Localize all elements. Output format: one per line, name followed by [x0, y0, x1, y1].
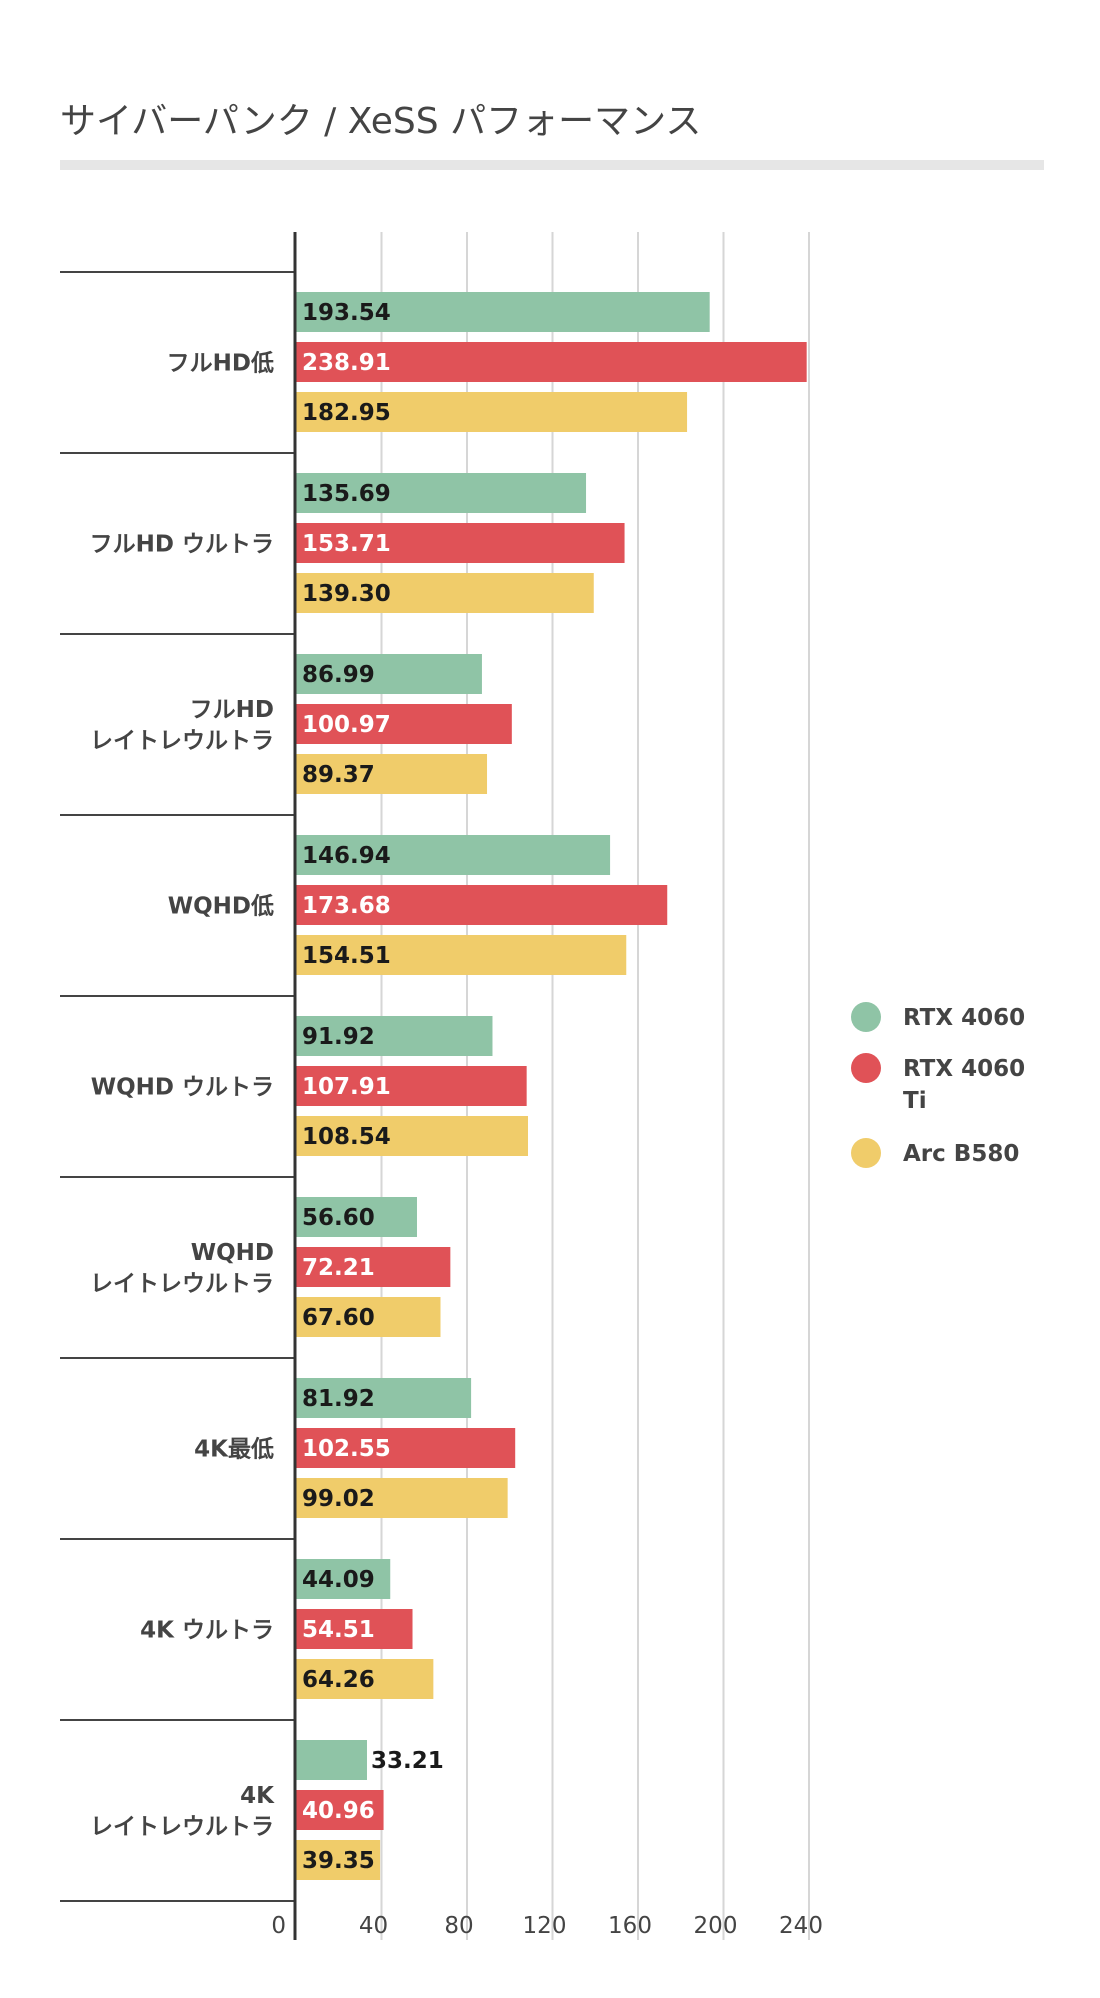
legend-label: RTX 4060: [903, 1056, 1025, 1082]
category-separators: [60, 271, 296, 1902]
category-label: レイトレウルトラ: [90, 1814, 274, 1840]
data-label: 67.60: [302, 1305, 375, 1331]
bar: [296, 292, 710, 332]
data-label: 64.26: [302, 1667, 375, 1693]
data-label: 81.92: [302, 1386, 375, 1412]
category-label: フルHD: [190, 697, 274, 723]
data-label: 173.68: [302, 893, 391, 919]
x-tick-label: 160: [608, 1913, 652, 1939]
bar: [296, 1559, 391, 1599]
bar: [296, 1740, 367, 1780]
legend-swatch: [851, 1002, 881, 1032]
bar: [296, 523, 625, 563]
category-label: WQHD低: [168, 894, 274, 920]
data-label: 182.95: [302, 400, 391, 426]
category-label: レイトレウルトラ: [90, 1271, 274, 1297]
category-label: 4K: [240, 1783, 275, 1809]
bar: [296, 1790, 384, 1830]
bar: [296, 1659, 434, 1699]
data-label: 107.91: [302, 1074, 391, 1100]
data-label: 89.37: [302, 762, 375, 788]
x-tick-labels: 0 40 80 120 160 200 240: [271, 1913, 823, 1939]
data-label: 54.51: [302, 1617, 375, 1643]
bar: [296, 1609, 413, 1649]
bar: [296, 473, 587, 513]
data-label: 39.35: [302, 1848, 375, 1874]
bar: [296, 1840, 381, 1880]
data-label: 99.02: [302, 1486, 375, 1512]
bar: [296, 573, 594, 613]
title-divider: [60, 160, 1044, 170]
legend-label: Arc B580: [903, 1141, 1019, 1167]
data-label: 102.55: [302, 1436, 391, 1462]
data-label: 33.21: [371, 1748, 444, 1774]
bar: [296, 1428, 516, 1468]
data-label: 86.99: [302, 662, 375, 688]
bars: 193.54 238.91 182.95 135.69 153.71 139.30 86.9…: [296, 292, 807, 1880]
data-label: 44.09: [302, 1567, 375, 1593]
data-label: 100.97: [302, 712, 391, 738]
bar: [296, 342, 807, 382]
legend-label: RTX 4060: [903, 1005, 1025, 1031]
data-label: 238.91: [302, 350, 391, 376]
category-label: WQHD ウルトラ: [91, 1075, 274, 1101]
data-label: 153.71: [302, 531, 391, 557]
legend: RTX 4060 RTX 4060 Ti Arc B580: [851, 1002, 1025, 1168]
bar: [296, 1116, 529, 1156]
data-label: 56.60: [302, 1205, 375, 1231]
data-label: 40.96: [302, 1798, 375, 1824]
data-label: 91.92: [302, 1024, 375, 1050]
bar: [296, 935, 627, 975]
data-label: 139.30: [302, 581, 391, 607]
x-tick-label: 240: [779, 1913, 823, 1939]
x-tick-label: 120: [523, 1913, 567, 1939]
legend-swatch: [851, 1053, 881, 1083]
category-label: レイトレウルトラ: [90, 728, 274, 754]
category-label: 4K ウルトラ: [140, 1618, 274, 1644]
bar: [296, 1247, 451, 1287]
data-label: 135.69: [302, 481, 391, 507]
category-label: 4K最低: [194, 1437, 274, 1463]
category-label: フルHD低: [167, 351, 274, 377]
data-label: 154.51: [302, 943, 391, 969]
bar: [296, 704, 512, 744]
bar: [296, 1478, 508, 1518]
data-label: 72.21: [302, 1255, 375, 1281]
legend-label: Ti: [903, 1088, 927, 1114]
data-label: 146.94: [302, 843, 391, 869]
bar: [296, 1378, 472, 1418]
bar: [296, 1016, 493, 1056]
bar: [296, 1297, 441, 1337]
data-label: 193.54: [302, 300, 391, 326]
bar: [296, 654, 482, 694]
bar: [296, 392, 688, 432]
bar: [296, 835, 611, 875]
x-tick-label: 40: [359, 1913, 388, 1939]
category-label: フルHD ウルトラ: [90, 532, 274, 558]
x-tick-label: 0: [271, 1913, 286, 1939]
bar: [296, 885, 668, 925]
bar: [296, 1197, 417, 1237]
bar: [296, 754, 488, 794]
x-tick-label: 200: [694, 1913, 738, 1939]
category-label: WQHD: [191, 1240, 274, 1266]
bar: [296, 1066, 527, 1106]
data-label: 108.54: [302, 1124, 391, 1150]
chart-title: サイバーパンク / XeSS パフォーマンス: [60, 101, 702, 142]
legend-swatch: [851, 1138, 881, 1168]
x-tick-label: 80: [444, 1913, 473, 1939]
